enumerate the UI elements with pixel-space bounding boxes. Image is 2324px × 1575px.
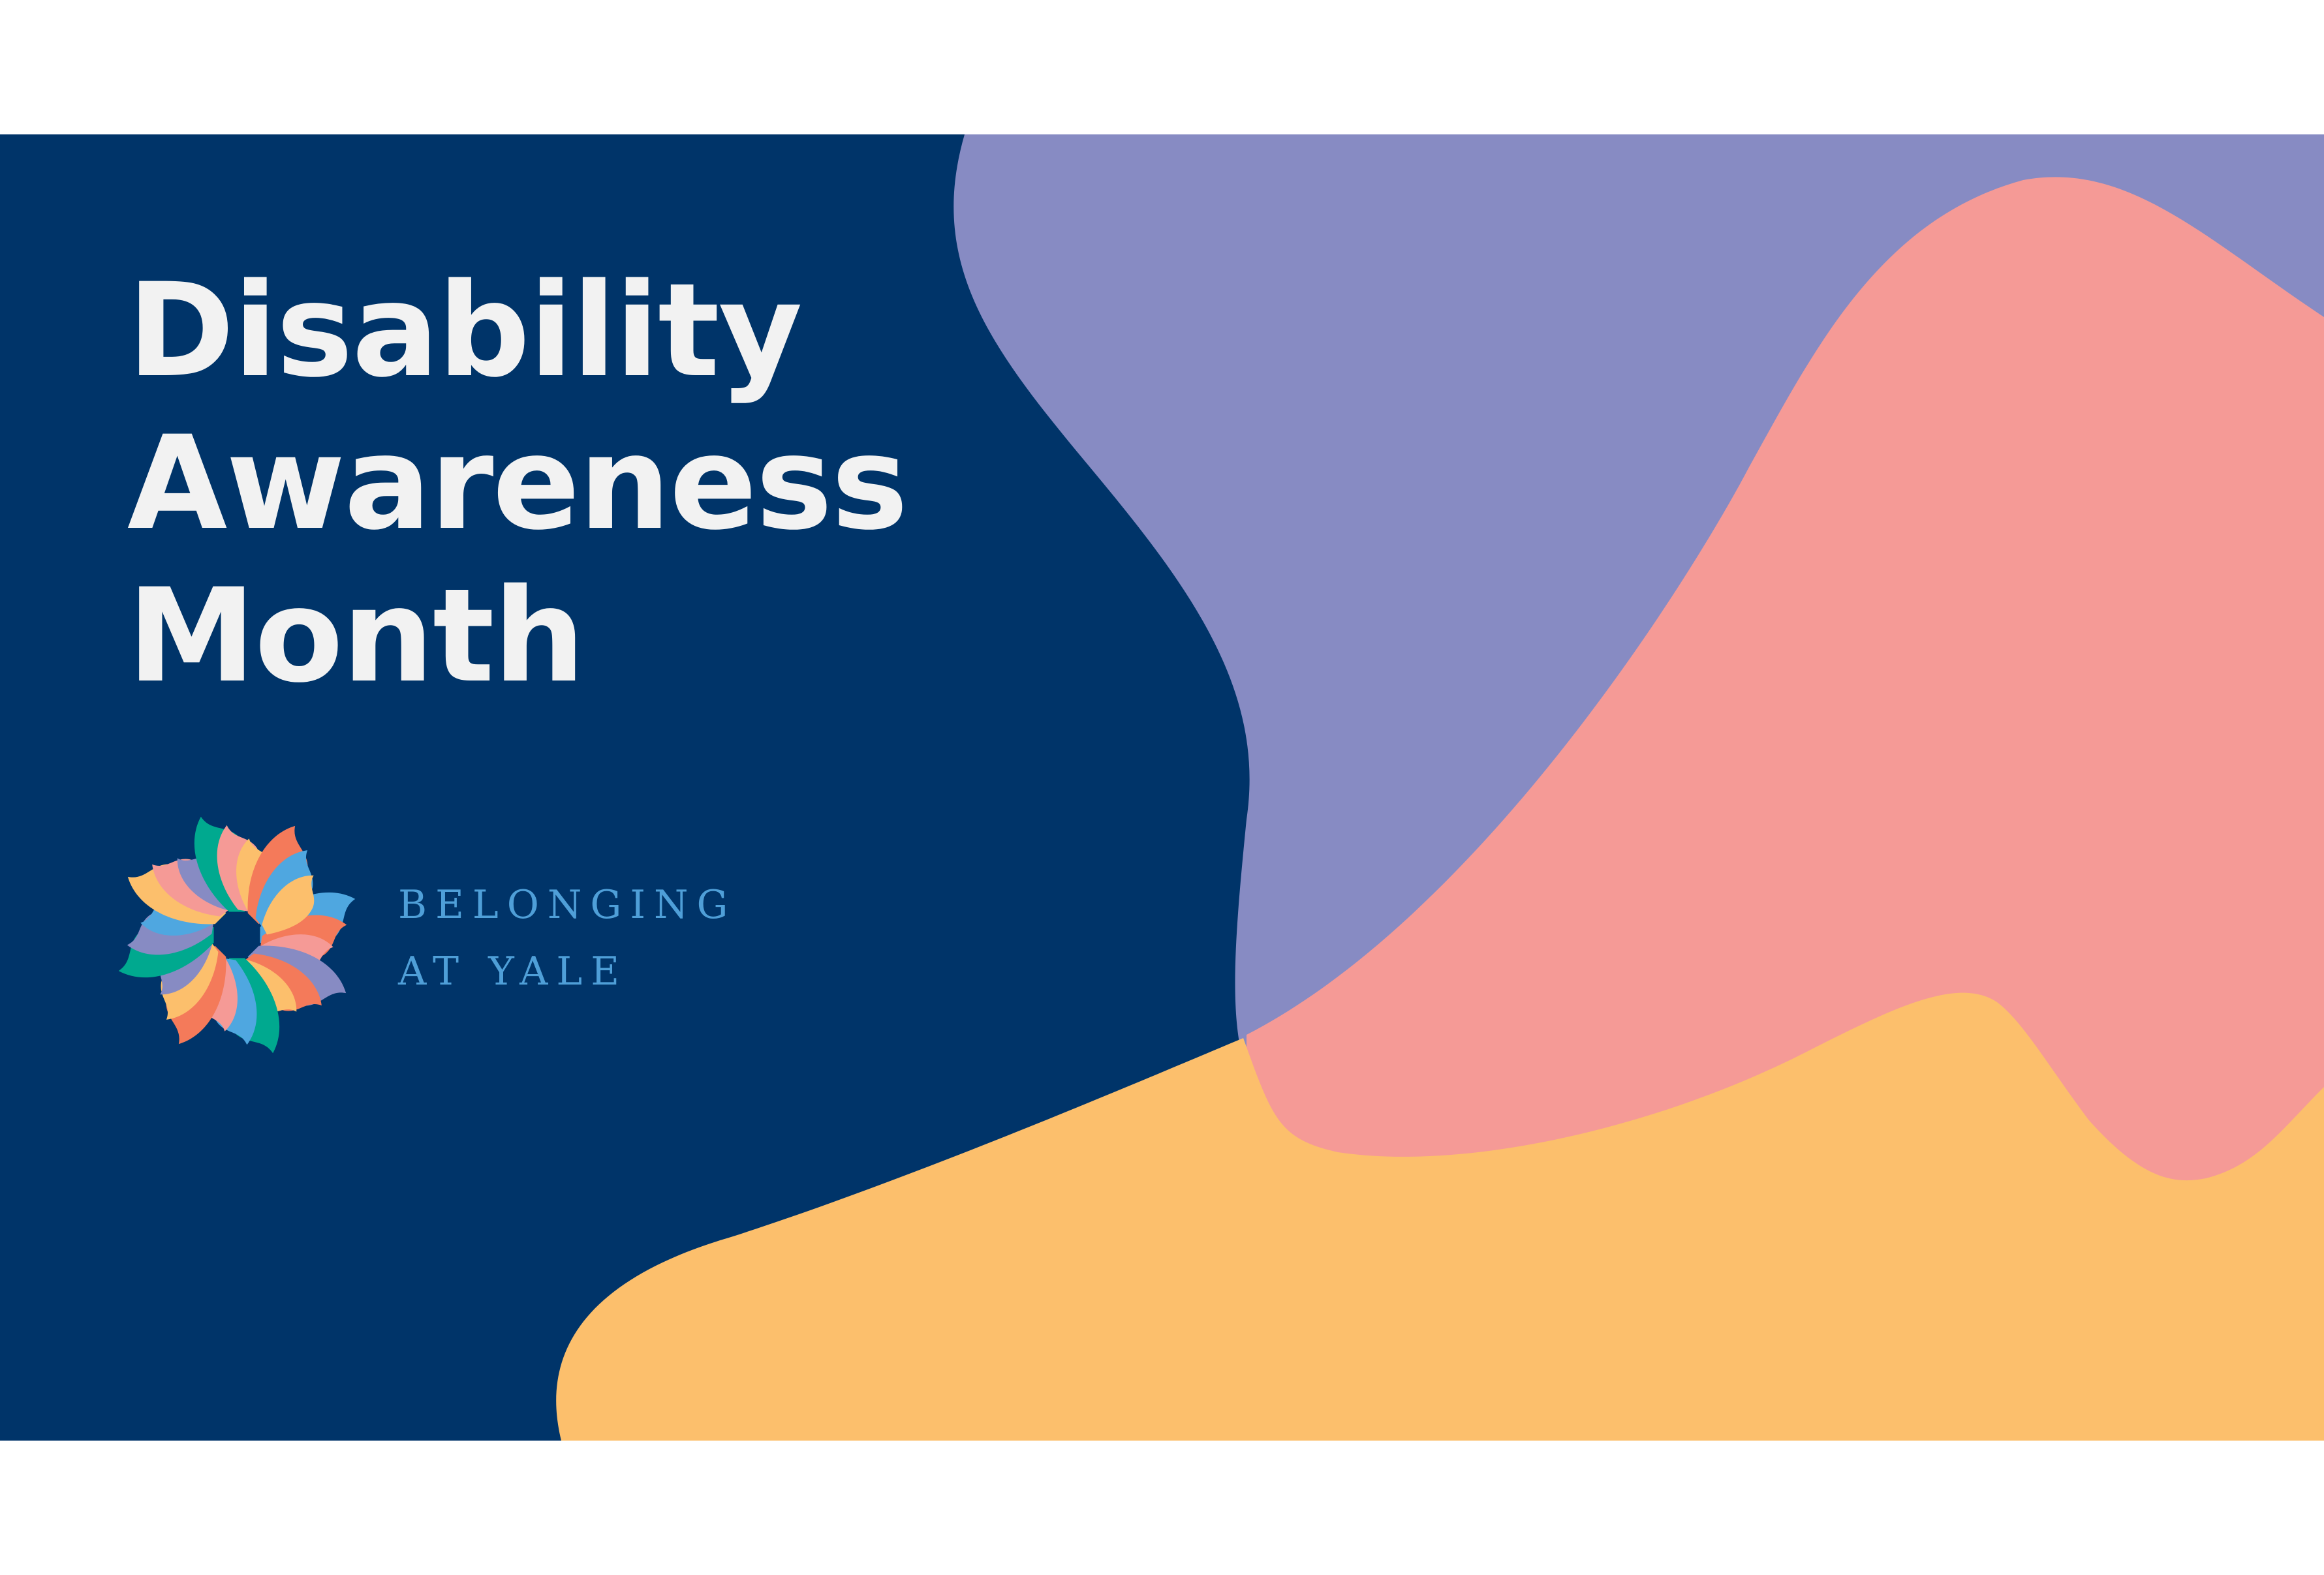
headline-line-3: Month <box>127 560 585 711</box>
gold-shape <box>556 992 2324 1441</box>
headline-line-1: Disability <box>127 255 803 406</box>
belonging-at-yale-wordmark: BELONGING AT YALE <box>398 872 736 1005</box>
wordmark-line-2: AT YALE <box>398 949 628 994</box>
wordmark-line-1: BELONGING <box>398 882 737 928</box>
logo-petal <box>262 875 315 935</box>
headline-line-2: Awareness <box>127 408 908 558</box>
banner: Disability Awareness Month BELONGING AT … <box>0 134 2324 1441</box>
pinwheel-icon <box>108 806 365 1063</box>
background-art <box>0 134 2324 1441</box>
headline: Disability Awareness Month <box>127 254 908 712</box>
